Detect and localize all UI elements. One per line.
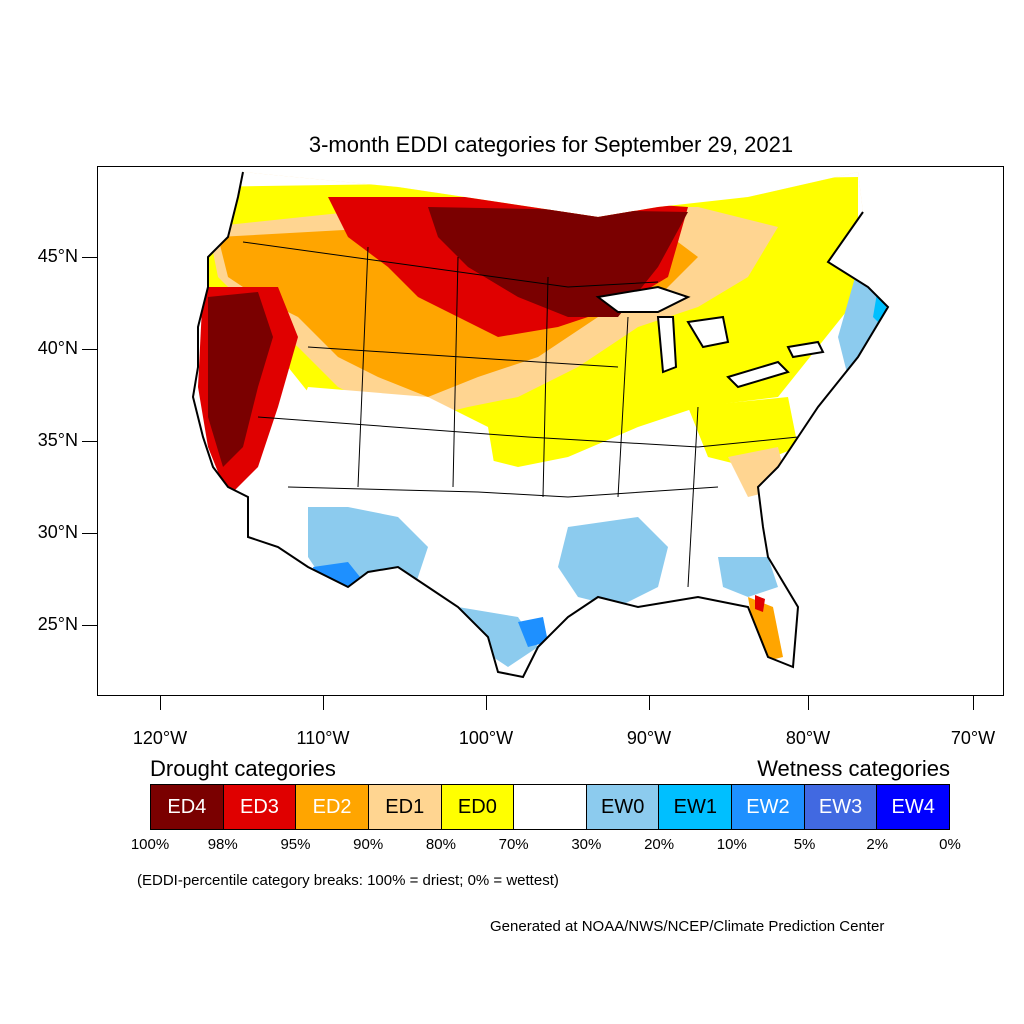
coastline [191, 171, 890, 679]
lon-label-110: 110°W [296, 728, 350, 748]
legend-box-ed4: ED4 [151, 785, 224, 829]
lon-tick [486, 696, 487, 710]
map-canvas [191, 171, 890, 679]
category-legend: ED4 ED3 ED2 ED1 ED0 EW0 EW1 EW2 EW3 EW4 [150, 784, 950, 830]
eddi-regions [193, 172, 888, 677]
state-boundaries [242, 241, 799, 588]
percentile-label: 98% [207, 836, 238, 853]
percentile-label: 20% [644, 836, 675, 853]
percentile-label: 70% [498, 836, 529, 853]
percentile-label: 80% [425, 836, 456, 853]
percentile-label: 0% [939, 836, 961, 853]
lon-tick [808, 696, 809, 710]
legend-box-ed3: ED3 [223, 785, 297, 829]
legend-box-ew2: EW2 [732, 785, 805, 829]
legend-box-ew0: EW0 [586, 785, 660, 829]
legend-box-ed1: ED1 [368, 785, 442, 829]
legend-box-neutral [514, 785, 587, 829]
legend-box-ew3: EW3 [804, 785, 878, 829]
lon-tick [973, 696, 974, 710]
lon-label-70: 70°W [950, 728, 996, 748]
percentile-label: 10% [716, 836, 747, 853]
lat-tick [82, 625, 97, 626]
legend-box-ew1: EW1 [659, 785, 733, 829]
percentile-label: 30% [571, 836, 602, 853]
percentile-label: 90% [353, 836, 384, 853]
lat-label-40: 40°N [37, 338, 78, 358]
lon-label-80: 80°W [785, 728, 831, 748]
lat-label-35: 35°N [37, 430, 78, 450]
percentile-note: (EDDI-percentile category breaks: 100% =… [137, 872, 559, 889]
great-lakes [595, 285, 825, 389]
lon-label-120: 120°W [132, 728, 188, 748]
lat-tick [82, 533, 97, 534]
lat-tick [82, 257, 97, 258]
map-title: 3-month EDDI categories for September 29… [308, 132, 794, 157]
lat-tick [82, 349, 97, 350]
percentile-label: 2% [866, 836, 889, 853]
credit-line: Generated at NOAA/NWS/NCEP/Climate Predi… [490, 918, 885, 935]
lon-tick [323, 696, 324, 710]
legend-box-ed2: ED2 [296, 785, 369, 829]
wetness-categories-title: Wetness categories [757, 756, 950, 781]
drought-categories-title: Drought categories [150, 756, 336, 781]
lat-label-45: 45°N [37, 246, 78, 266]
lon-tick [649, 696, 650, 710]
lat-tick [82, 441, 97, 442]
percentile-label: 100% [130, 836, 170, 853]
lat-label-30: 30°N [37, 522, 78, 542]
eddi-map [97, 166, 1004, 696]
lat-label-25: 25°N [37, 614, 78, 634]
lon-tick [160, 696, 161, 710]
lon-label-100: 100°W [458, 728, 514, 748]
percentile-label: 95% [280, 836, 311, 853]
lon-label-90: 90°W [626, 728, 672, 748]
percentile-label: 5% [793, 836, 816, 853]
legend-box-ed0: ED0 [441, 785, 515, 829]
legend-box-ew4: EW4 [877, 785, 950, 829]
